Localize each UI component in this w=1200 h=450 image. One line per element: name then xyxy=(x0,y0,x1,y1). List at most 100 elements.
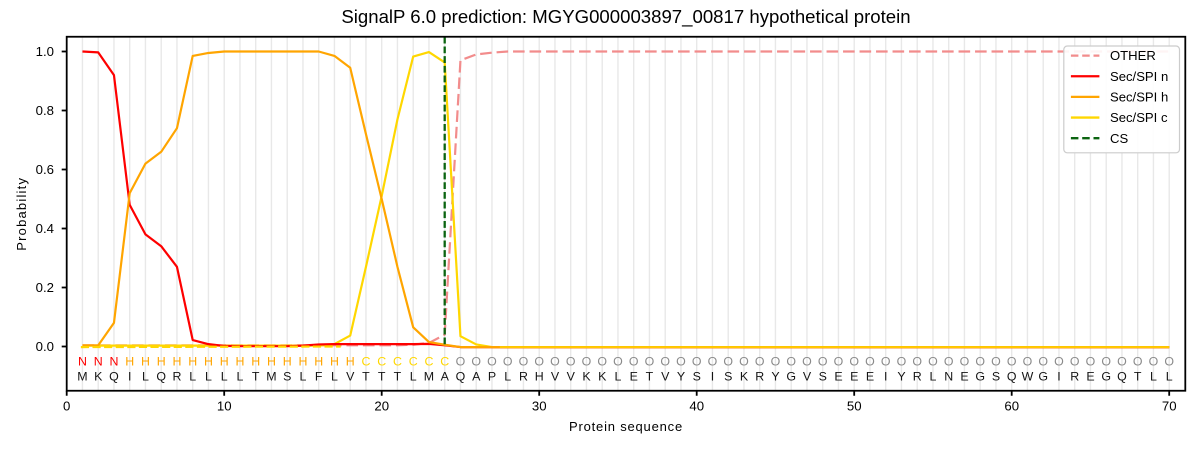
svg-text:C: C xyxy=(361,354,370,368)
svg-text:L: L xyxy=(614,370,621,384)
svg-text:T: T xyxy=(1134,370,1142,384)
svg-text:T: T xyxy=(394,370,402,384)
svg-text:O: O xyxy=(818,354,828,368)
svg-text:Q: Q xyxy=(109,370,119,384)
svg-text:L: L xyxy=(929,370,936,384)
svg-text:30: 30 xyxy=(532,399,547,414)
svg-text:H: H xyxy=(346,354,355,368)
svg-text:O: O xyxy=(881,354,891,368)
svg-text:L: L xyxy=(189,370,196,384)
svg-text:L: L xyxy=(205,370,212,384)
svg-text:G: G xyxy=(1038,370,1048,384)
svg-text:L: L xyxy=(221,370,228,384)
svg-text:T: T xyxy=(362,370,370,384)
svg-text:CS: CS xyxy=(1110,131,1128,146)
svg-text:L: L xyxy=(1150,370,1157,384)
svg-text:K: K xyxy=(94,370,103,384)
svg-text:M: M xyxy=(424,370,434,384)
svg-text:O: O xyxy=(519,354,529,368)
svg-text:N: N xyxy=(944,370,953,384)
svg-text:1.0: 1.0 xyxy=(36,44,54,59)
svg-text:T: T xyxy=(252,370,260,384)
svg-text:H: H xyxy=(235,354,244,368)
svg-text:O: O xyxy=(1117,354,1127,368)
svg-text:S: S xyxy=(992,370,1000,384)
svg-text:O: O xyxy=(897,354,907,368)
svg-text:Sec/SPI c: Sec/SPI c xyxy=(1110,110,1168,125)
svg-text:O: O xyxy=(1023,354,1033,368)
svg-text:N: N xyxy=(94,354,103,368)
svg-text:Y: Y xyxy=(771,370,779,384)
svg-text:O: O xyxy=(582,354,592,368)
svg-text:L: L xyxy=(331,370,338,384)
svg-text:40: 40 xyxy=(689,399,704,414)
svg-text:L: L xyxy=(299,370,306,384)
svg-text:Y: Y xyxy=(897,370,905,384)
svg-text:H: H xyxy=(251,354,260,368)
svg-text:R: R xyxy=(913,370,922,384)
svg-text:H: H xyxy=(298,354,307,368)
svg-text:V: V xyxy=(567,370,576,384)
svg-text:O: O xyxy=(975,354,985,368)
svg-text:A: A xyxy=(441,370,450,384)
svg-text:O: O xyxy=(771,354,781,368)
svg-text:S: S xyxy=(819,370,827,384)
svg-text:0.2: 0.2 xyxy=(36,280,54,295)
svg-text:H: H xyxy=(267,354,276,368)
svg-text:0.6: 0.6 xyxy=(36,162,54,177)
svg-text:I: I xyxy=(711,370,714,384)
svg-text:O: O xyxy=(676,354,686,368)
svg-text:W: W xyxy=(1022,370,1034,384)
svg-text:H: H xyxy=(330,354,339,368)
svg-text:0.0: 0.0 xyxy=(36,339,54,354)
svg-text:K: K xyxy=(598,370,607,384)
svg-text:O: O xyxy=(503,354,513,368)
svg-text:T: T xyxy=(646,370,654,384)
svg-text:O: O xyxy=(991,354,1001,368)
svg-text:Sec/SPI n: Sec/SPI n xyxy=(1110,69,1168,84)
svg-text:Protein sequence: Protein sequence xyxy=(569,419,683,434)
svg-text:E: E xyxy=(960,370,968,384)
svg-text:O: O xyxy=(912,354,922,368)
svg-text:O: O xyxy=(645,354,655,368)
svg-text:50: 50 xyxy=(847,399,862,414)
svg-text:O: O xyxy=(739,354,749,368)
svg-text:Q: Q xyxy=(1007,370,1017,384)
svg-text:G: G xyxy=(975,370,985,384)
svg-text:H: H xyxy=(188,354,197,368)
svg-text:O: O xyxy=(944,354,954,368)
svg-text:P: P xyxy=(488,370,496,384)
svg-text:O: O xyxy=(1149,354,1159,368)
svg-text:O: O xyxy=(1101,354,1111,368)
svg-text:C: C xyxy=(377,354,386,368)
svg-text:O: O xyxy=(487,354,497,368)
svg-text:L: L xyxy=(504,370,511,384)
svg-text:O: O xyxy=(1070,354,1080,368)
svg-text:V: V xyxy=(803,370,812,384)
svg-text:R: R xyxy=(172,370,181,384)
svg-text:Q: Q xyxy=(456,370,466,384)
svg-text:C: C xyxy=(409,354,418,368)
svg-text:H: H xyxy=(314,354,323,368)
svg-text:O: O xyxy=(566,354,576,368)
svg-text:V: V xyxy=(551,370,560,384)
svg-text:G: G xyxy=(1101,370,1111,384)
svg-text:C: C xyxy=(393,354,402,368)
svg-text:O: O xyxy=(960,354,970,368)
svg-text:I: I xyxy=(128,370,131,384)
svg-text:Sec/SPI h: Sec/SPI h xyxy=(1110,90,1168,105)
svg-text:O: O xyxy=(834,354,844,368)
svg-text:H: H xyxy=(204,354,213,368)
svg-text:Q: Q xyxy=(156,370,166,384)
svg-text:O: O xyxy=(802,354,812,368)
svg-text:G: G xyxy=(786,370,796,384)
svg-text:O: O xyxy=(755,354,765,368)
svg-text:K: K xyxy=(582,370,591,384)
svg-text:O: O xyxy=(1086,354,1096,368)
svg-text:T: T xyxy=(378,370,386,384)
svg-text:F: F xyxy=(315,370,323,384)
svg-text:R: R xyxy=(1070,370,1079,384)
svg-text:O: O xyxy=(660,354,670,368)
svg-text:O: O xyxy=(1054,354,1064,368)
svg-text:H: H xyxy=(157,354,166,368)
